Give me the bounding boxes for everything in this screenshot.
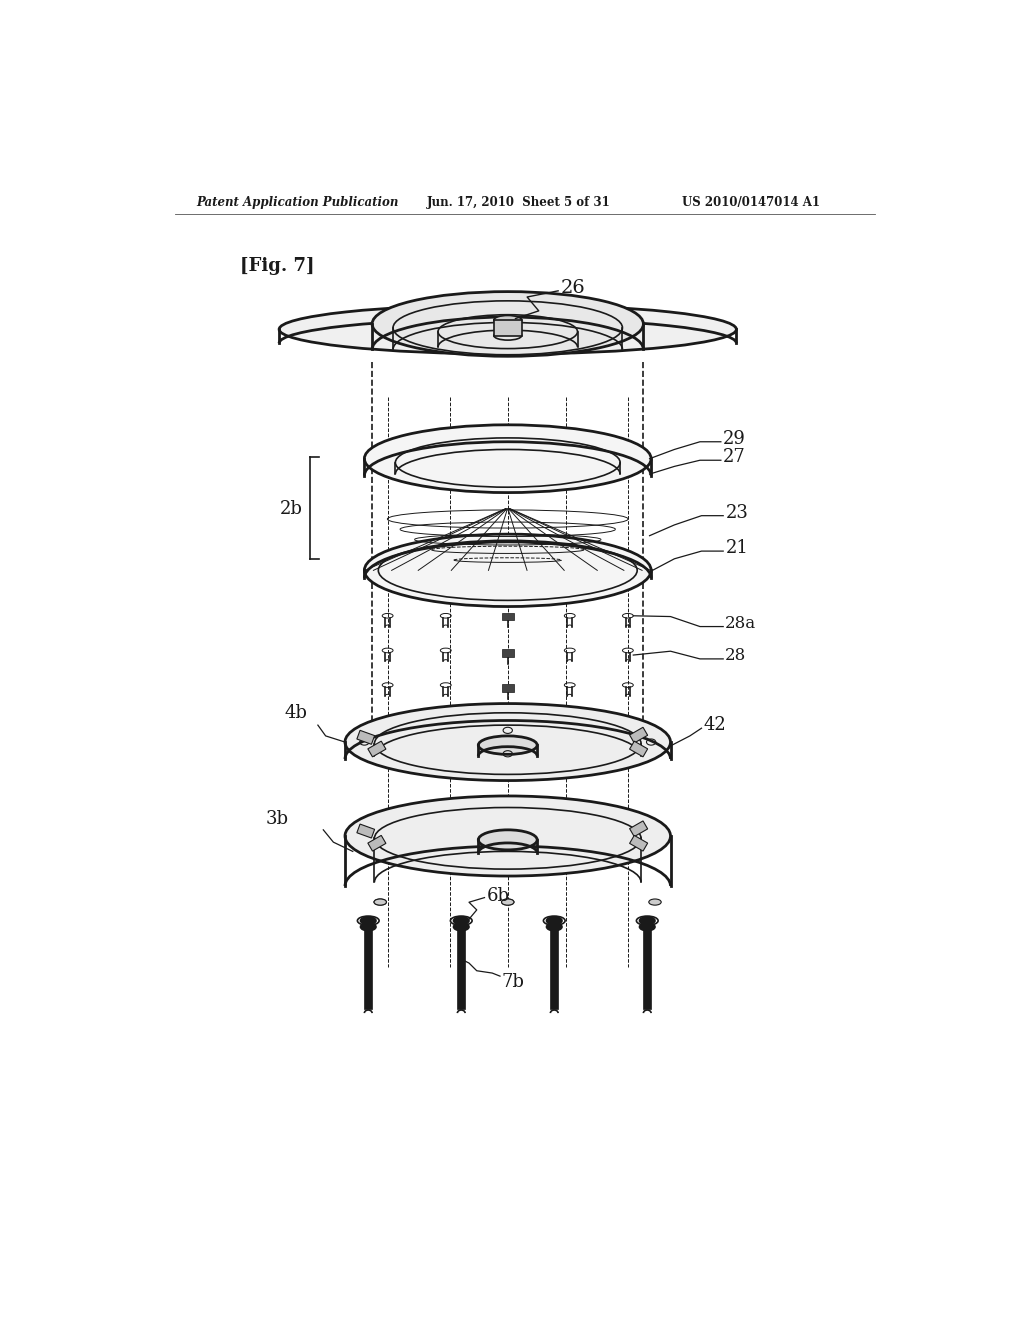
Text: 6b: 6b (486, 887, 510, 906)
Text: Patent Application Publication: Patent Application Publication (197, 195, 398, 209)
Text: 4b: 4b (285, 704, 307, 722)
Text: 21: 21 (726, 539, 749, 557)
Text: 28: 28 (725, 647, 746, 664)
Ellipse shape (345, 704, 671, 780)
Ellipse shape (494, 315, 521, 325)
Ellipse shape (547, 917, 562, 924)
Ellipse shape (454, 917, 469, 924)
Ellipse shape (360, 923, 376, 931)
Bar (357, 824, 375, 838)
Bar (630, 727, 647, 743)
Bar (494, 321, 521, 335)
Text: 28a: 28a (725, 615, 756, 632)
Bar (368, 741, 386, 756)
Text: [Fig. 7]: [Fig. 7] (241, 257, 314, 275)
Ellipse shape (345, 796, 671, 876)
Ellipse shape (640, 917, 655, 924)
Ellipse shape (280, 305, 736, 354)
Bar (502, 612, 514, 620)
Text: 7b: 7b (502, 973, 524, 991)
Bar (368, 836, 386, 851)
Text: 29: 29 (723, 430, 746, 447)
Bar (630, 821, 647, 837)
Text: US 2010/0147014 A1: US 2010/0147014 A1 (682, 195, 820, 209)
Text: Jun. 17, 2010  Sheet 5 of 31: Jun. 17, 2010 Sheet 5 of 31 (426, 195, 610, 209)
Text: 42: 42 (703, 717, 727, 734)
Bar (502, 684, 514, 692)
Ellipse shape (374, 899, 386, 906)
Ellipse shape (649, 899, 662, 906)
Text: 27: 27 (723, 449, 745, 466)
Ellipse shape (478, 737, 538, 755)
Ellipse shape (502, 899, 514, 906)
Bar (630, 741, 647, 756)
Ellipse shape (365, 425, 651, 492)
Bar (643, 927, 651, 1010)
Ellipse shape (372, 292, 643, 356)
Ellipse shape (454, 923, 469, 931)
Bar (458, 927, 465, 1010)
Bar (357, 730, 375, 744)
Ellipse shape (374, 899, 386, 906)
Bar (550, 927, 558, 1010)
Ellipse shape (547, 923, 562, 931)
Text: 2b: 2b (280, 500, 303, 517)
Text: 23: 23 (726, 504, 749, 521)
Ellipse shape (360, 917, 376, 924)
Ellipse shape (365, 535, 651, 607)
Ellipse shape (640, 923, 655, 931)
Text: 3b: 3b (266, 810, 289, 828)
Ellipse shape (502, 899, 514, 906)
Bar (502, 649, 514, 656)
Ellipse shape (478, 830, 538, 850)
Bar (630, 836, 647, 851)
Bar (365, 927, 372, 1010)
Text: 26: 26 (560, 279, 585, 297)
